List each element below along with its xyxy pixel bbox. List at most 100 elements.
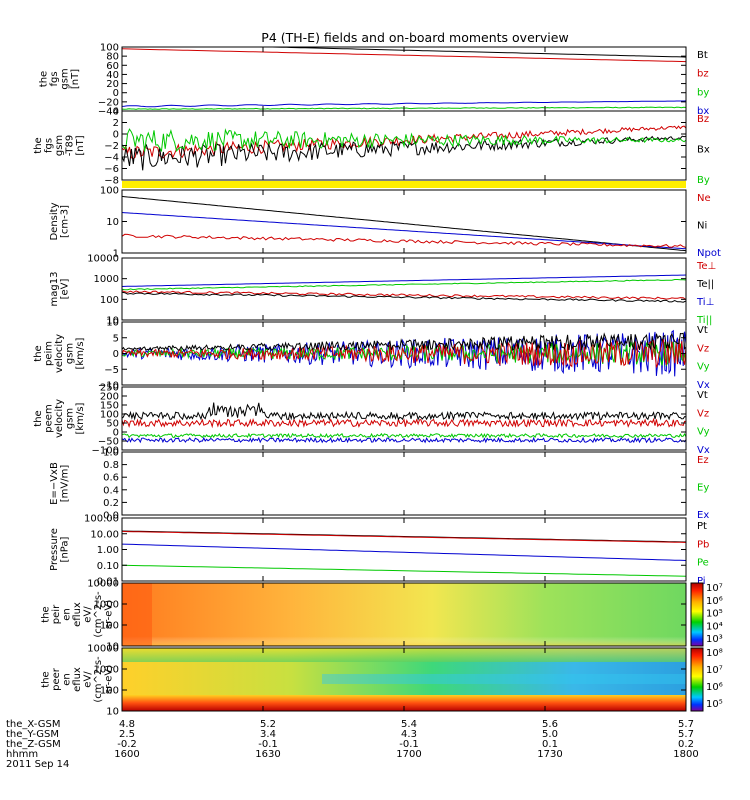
panel-frame	[121, 257, 687, 321]
y-axis-label: velocity	[54, 399, 65, 438]
y-axis-label: sr-eV)	[104, 600, 115, 629]
y-tick-label: −50	[98, 437, 119, 448]
y-tick-label: 60	[106, 61, 119, 72]
footer-value: 0.2	[678, 739, 694, 750]
y-tick-label: 0.2	[103, 498, 119, 509]
y-tick-label: 4	[113, 107, 119, 118]
panel-10: 10000 1000 100 10 the peer en eflux eV/(cm^2-s-s…	[41, 644, 723, 718]
panel-2: 420−2−4−6−8 the fgs gsm -T89 [nT] Bz Bx By	[33, 107, 710, 187]
footer-value: 1800	[673, 749, 698, 760]
y-tick-label: −8	[104, 176, 119, 187]
y-tick-label: 1000	[94, 665, 119, 676]
footer-value: 5.6	[542, 719, 558, 730]
footer-value: 1700	[396, 749, 421, 760]
y-axis-label: peem	[44, 404, 55, 432]
trace-pe	[121, 564, 687, 577]
y-tick-label: 10000	[87, 254, 119, 265]
trace-vx	[121, 329, 687, 377]
y-axis-label: Density	[49, 202, 60, 240]
y-axis-label: gsm	[54, 135, 65, 156]
y-tick-label: 40	[106, 70, 119, 81]
y-tick-label: 1.0	[103, 448, 119, 459]
footer-value: 3.4	[260, 729, 276, 740]
y-tick-label: 10000	[87, 644, 119, 655]
footer-row-label: the_X-GSM	[6, 719, 60, 730]
footer-value: 1630	[255, 749, 280, 760]
y-tick-label: 5	[113, 333, 119, 344]
y-axis-label: the	[33, 137, 44, 153]
legend-ti||: Ti||	[696, 315, 712, 326]
trace-vt	[121, 332, 687, 352]
y-tick-label: 80	[106, 52, 119, 63]
y-tick-label: 100	[100, 410, 119, 421]
y-tick-label: 1000	[94, 274, 119, 285]
legend-te⊥: Te⊥	[696, 261, 716, 272]
data-flag-bar	[122, 181, 686, 188]
panel-7: 1.00.8 0.60.4 0.2 0.0 E=−VxB [mV/m] Ez Ey Ex	[49, 448, 710, 522]
y-axis-label: E=−VxB	[49, 462, 60, 505]
legend-pt: Pt	[697, 521, 707, 532]
legend-bz: Bz	[697, 114, 709, 125]
y-axis-label: the	[38, 71, 49, 87]
y-axis-label: Pressure	[49, 528, 60, 571]
legend-ex: Ex	[697, 510, 709, 521]
y-axis-label: mag13	[49, 272, 60, 307]
y-tick-label: 0.0	[103, 511, 119, 522]
y-axis-label: [km/s]	[75, 337, 86, 369]
y-tick-label: 2	[113, 118, 119, 129]
panel-8: 100.00 10.00 1.00 0.10 0.01 Pressure [nPa] Pt Pb…	[49, 514, 710, 588]
legend-pe: Pe	[697, 558, 709, 569]
y-axis-label: eV/	[83, 671, 94, 688]
chart-title: P4 (TH-E) fields and on-board moments ov…	[261, 30, 568, 45]
trace-t89-by	[121, 128, 687, 153]
y-tick-label: 10	[106, 318, 119, 329]
trace-npot	[121, 212, 687, 250]
footer-row-label: the_Y-GSM	[6, 729, 59, 740]
footer-value: 5.0	[542, 729, 558, 740]
legend-ni: Ni	[697, 221, 707, 232]
y-axis-label: eflux	[72, 667, 83, 692]
colorbar	[690, 582, 704, 647]
footer-value: 4.8	[119, 719, 135, 730]
y-tick-label: 0.8	[103, 460, 119, 471]
panel-9: 10000 1000 100 10 the peir en eflux eV/(cm^2-s-s…	[41, 579, 723, 653]
y-axis-label: the	[41, 606, 52, 622]
y-axis-label: (cm^2-s-	[93, 591, 104, 638]
legend-bz: bz	[697, 69, 709, 80]
colorbar-label: 10⁷	[706, 583, 723, 594]
legend-by: By	[697, 175, 710, 186]
legend-ne: Ne	[697, 193, 711, 204]
y-axis-label: (cm^2-s-	[93, 656, 104, 703]
y-tick-label: 10	[106, 642, 119, 653]
trace-bz	[121, 48, 687, 63]
y-axis-label: the	[41, 671, 52, 687]
y-axis-label: peir	[51, 604, 62, 624]
trace-pi	[121, 543, 687, 561]
footer-value: 1600	[114, 749, 139, 760]
legend-vx: Vx	[697, 380, 710, 391]
trace-vy	[121, 432, 687, 439]
trace-te-par	[121, 291, 687, 303]
y-tick-label: 0	[113, 88, 119, 99]
y-axis-label: sr-eV)	[104, 665, 115, 694]
legend-bt: Bt	[697, 50, 708, 61]
y-tick-label: 0.4	[103, 485, 119, 496]
y-tick-label: 100	[100, 621, 119, 632]
panel-frame	[121, 451, 687, 516]
y-tick-label: −100	[92, 446, 119, 457]
legend-vz: Vz	[697, 408, 709, 419]
y-axis-label: eV/	[83, 606, 94, 623]
trace-ti-par	[121, 279, 687, 291]
footer-value: 5.4	[401, 719, 417, 730]
y-tick-label: −40	[98, 107, 119, 118]
y-tick-label: 20	[106, 79, 119, 90]
y-tick-label: 0	[113, 130, 119, 141]
y-tick-label: 100	[100, 295, 119, 306]
y-axis-label: fgs	[49, 71, 60, 86]
electron-spectrogram-band	[322, 674, 686, 684]
legend-bx: Bx	[697, 145, 710, 156]
legend-ti⊥: Ti⊥	[696, 297, 714, 308]
y-tick-label: 50	[106, 419, 119, 430]
